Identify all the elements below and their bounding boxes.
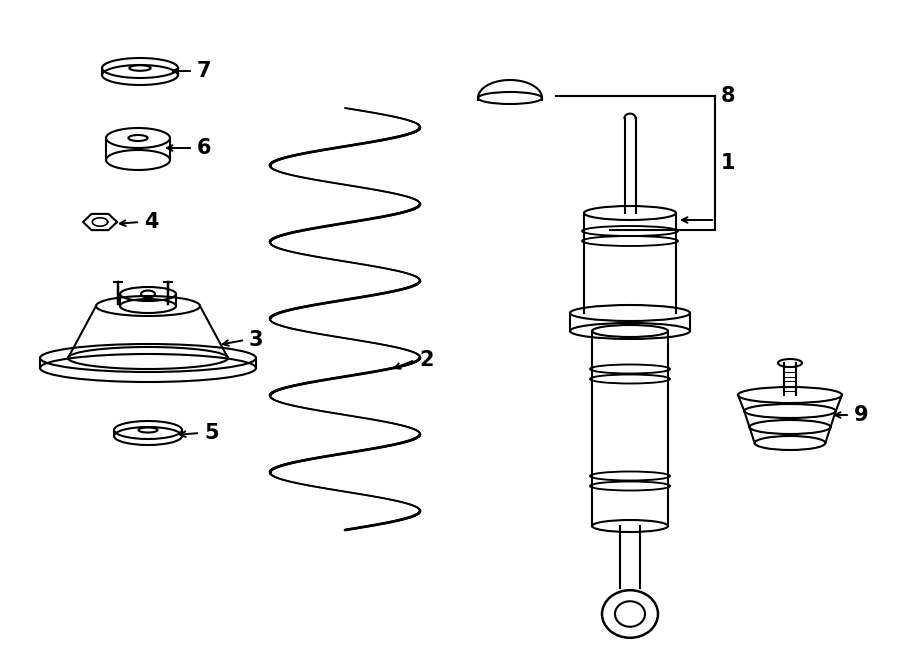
Text: 9: 9	[854, 405, 868, 425]
Text: 7: 7	[197, 61, 211, 81]
Text: 4: 4	[144, 212, 158, 232]
Text: 3: 3	[249, 330, 264, 350]
Text: 6: 6	[197, 138, 211, 158]
Text: 5: 5	[204, 423, 219, 443]
Text: 1: 1	[721, 153, 735, 173]
Text: 8: 8	[721, 86, 735, 106]
Text: 2: 2	[419, 350, 434, 370]
